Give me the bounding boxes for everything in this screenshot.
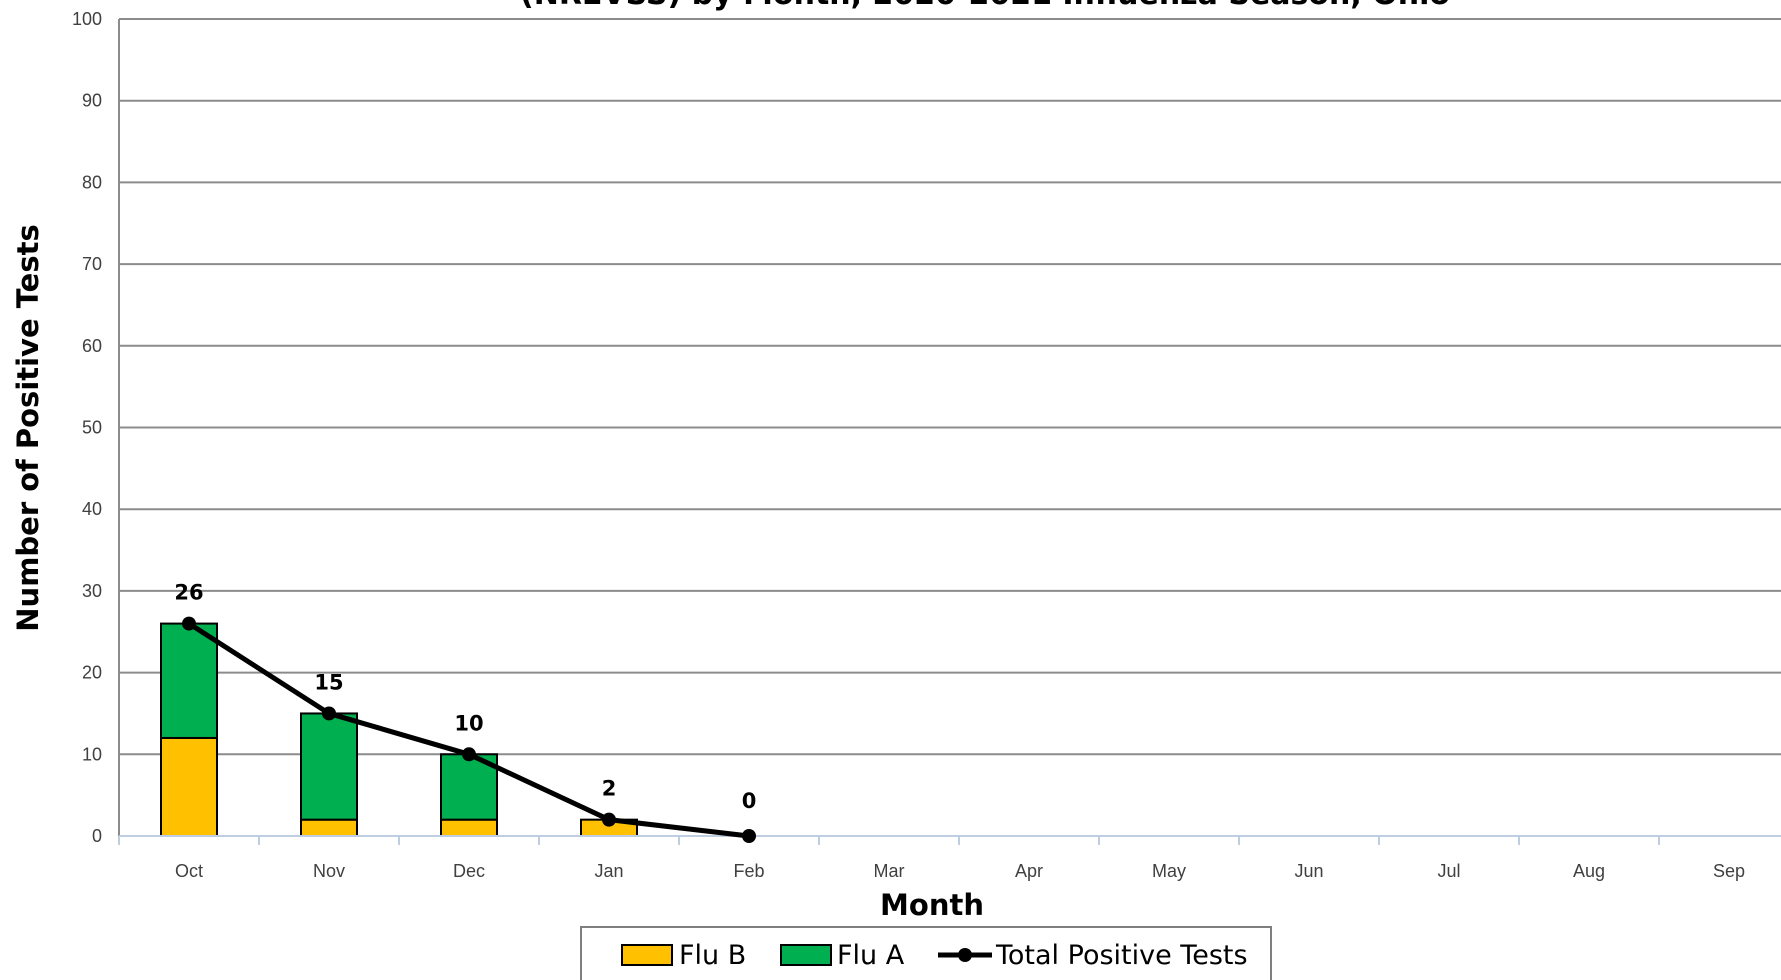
x-tick-label-jan: Jan [594,861,623,881]
bar-flu-b-nov [300,818,358,837]
y-tick-label-10: 10 [82,744,102,764]
data-labels: 26 15 10 2 0 [174,581,756,813]
total-point-nov [322,706,336,721]
x-tick-label-aug: Aug [1573,861,1605,881]
y-tick-label-100: 100 [72,9,102,29]
y-tick-label-50: 50 [82,418,102,438]
bar-flu-b-oct [160,736,218,838]
x-tick-label-apr: Apr [1015,861,1043,881]
y-tick-label-70: 70 [82,254,102,274]
x-tick-label-mar: Mar [874,861,905,881]
legend-swatch-flu-a [780,944,832,966]
y-axis-title: Number of Positive Tests [11,224,45,631]
x-tick-label-feb: Feb [733,861,764,881]
x-axis: Oct Nov Dec Jan Feb Mar Apr May Jun Jul Aug Sep [118,835,1781,881]
legend-label-flu-b: Flu B [679,940,746,971]
data-label-oct: 26 [174,581,203,605]
legend-swatch-total-marker [958,948,972,962]
bar-flu-a-nov [300,712,358,821]
legend-label-total: Total Positive Tests [995,940,1248,971]
bar-flu-a-oct [160,622,218,739]
legend: Flu B Flu A Total Positive Tests [580,926,1272,980]
x-tick-label-may: May [1152,861,1186,881]
y-tick-label-60: 60 [82,336,102,356]
bar-flu-b-dec [440,818,498,837]
y-tick-label-30: 30 [82,581,102,601]
data-label-dec: 10 [454,711,483,735]
x-tick-label-jun: Jun [1294,861,1323,881]
x-tick-label-jul: Jul [1437,861,1460,881]
y-tick-label-80: 80 [82,172,102,192]
total-point-feb [742,829,756,843]
x-axis-title: Month [880,888,984,922]
y-tick-label-0: 0 [92,826,102,846]
gridlines [118,18,1781,836]
x-tick-label-sep: Sep [1713,861,1745,881]
x-tick-label-nov: Nov [313,861,345,881]
total-point-jan [602,812,616,827]
total-point-dec [462,747,476,762]
chart-title: (NREVSS) by Month, 2020-2021 Influenza S… [520,0,1450,12]
data-label-nov: 15 [314,670,343,694]
total-point-oct [182,616,196,631]
legend-label-flu-a: Flu A [837,940,905,971]
legend-swatch-flu-b [621,944,673,966]
x-tick-label-dec: Dec [453,861,485,881]
data-label-feb: 0 [742,789,757,813]
data-label-jan: 2 [602,777,617,801]
legend-box [580,926,1272,980]
x-tick-label-oct: Oct [175,861,203,881]
y-tick-label-40: 40 [82,499,102,519]
total-line [182,616,756,843]
y-tick-label-20: 20 [82,663,102,683]
y-tick-label-90: 90 [82,91,102,111]
bars [160,622,638,838]
y-axis-ticks: 0 10 20 30 40 50 60 70 80 90 100 [72,9,102,846]
